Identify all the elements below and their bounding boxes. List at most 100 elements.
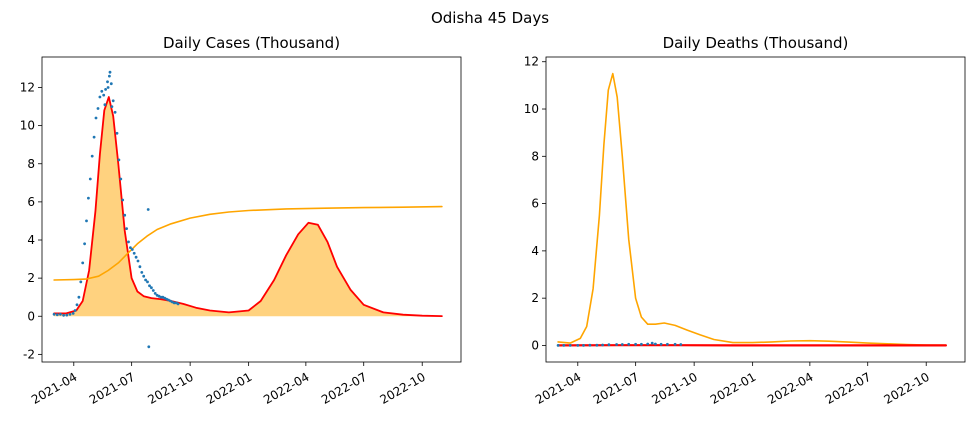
cases-observed-point <box>111 99 115 103</box>
deaths-observed-point <box>666 342 669 346</box>
deaths-cumulative-line <box>557 72 947 346</box>
cases-observed-point <box>102 93 106 97</box>
cases-observed-point <box>151 289 155 292</box>
cases-observed-point <box>65 313 69 317</box>
cases-observed-point <box>176 302 180 306</box>
x-tick-label: 2022-07 <box>823 370 873 407</box>
cases-observed-point <box>132 251 136 255</box>
x-tick-label: 2021-07 <box>591 370 641 407</box>
cases-observed-point <box>94 116 98 120</box>
y-tick-label: 6 <box>27 195 35 209</box>
cases-observed-point <box>104 88 107 91</box>
deaths-observed-point <box>679 343 683 346</box>
y-tick-label: 12 <box>20 81 35 95</box>
cases-observed-point <box>148 284 151 288</box>
x-tick-label: 2021-04 <box>29 370 79 407</box>
plot-area <box>556 72 947 347</box>
y-tick-label: 4 <box>27 233 35 247</box>
y-tick-label: 2 <box>27 271 35 285</box>
y-tick-label: 8 <box>531 149 539 163</box>
deaths-observed-point <box>650 341 654 345</box>
deaths-observed-point <box>595 343 599 347</box>
cases-observed-point <box>81 261 85 265</box>
deaths-observed-point <box>607 343 611 347</box>
cases-observed-point <box>138 265 142 269</box>
y-tick-label: 0 <box>27 309 35 323</box>
axes-frame <box>545 56 966 363</box>
cases-observed-point <box>62 313 65 317</box>
cases-observed-point <box>55 313 59 317</box>
chart-title: Daily Cases (Thousand) <box>163 34 340 52</box>
cases-observed-point <box>85 219 88 223</box>
cases-observed-point <box>108 74 111 78</box>
cases-observed-point <box>108 70 112 74</box>
figure-suptitle: Odisha 45 Days <box>431 9 549 27</box>
x-tick-label: 2021-04 <box>533 370 583 407</box>
cases-observed-point <box>153 292 157 295</box>
deaths-observed-point <box>627 342 631 346</box>
cases-observed-point <box>106 80 109 84</box>
x-tick-label: 2022-04 <box>765 370 815 407</box>
cases-observed-point <box>121 198 125 202</box>
plot-area <box>52 70 443 349</box>
cases-observed-point <box>129 246 132 250</box>
cases-cumulative-line <box>53 205 443 281</box>
x-tick-label: 2021-07 <box>87 370 137 407</box>
y-tick-label: 8 <box>27 157 35 171</box>
y-tick-label: 10 <box>524 102 539 116</box>
y-tick-label: 12 <box>524 55 539 69</box>
deaths-observed-point <box>620 343 624 346</box>
cases-observed-point <box>87 196 90 200</box>
y-tick-label: 0 <box>531 338 539 352</box>
cases-observed-point <box>79 280 83 284</box>
cases-observed-point <box>68 312 72 316</box>
cases-observed-point <box>142 274 146 278</box>
cases-observed-point <box>96 107 100 110</box>
cases-observed-point <box>115 131 119 135</box>
y-tick-label: -2 <box>23 347 35 361</box>
daily-cases-chart: Daily Cases (Thousand) -2 0 2 4 6 8 10 12 2021-04… <box>20 34 462 407</box>
x-tick-label: 2022-10 <box>881 370 931 407</box>
cases-observed-point <box>136 259 140 263</box>
cases-observed-point <box>146 208 150 211</box>
deaths-observed-point <box>568 344 572 347</box>
cases-observed-point <box>103 103 107 107</box>
deaths-observed-point <box>601 343 604 347</box>
cases-observed-point <box>172 301 176 305</box>
deaths-observed-point <box>556 344 560 347</box>
x-tick-label: 2022-07 <box>319 370 369 407</box>
cases-observed-point <box>83 242 86 246</box>
deaths-observed-point <box>640 342 643 346</box>
cases-observed-point <box>144 278 148 282</box>
cases-observed-point <box>88 177 92 181</box>
y-tick-label: 10 <box>20 119 35 133</box>
x-tick-label: 2021-10 <box>145 370 195 407</box>
cases-observed-point <box>119 177 123 181</box>
cases-observed-point <box>130 248 134 251</box>
cases-model-fill-area <box>54 97 442 317</box>
cases-observed-point <box>140 271 144 274</box>
cases-observed-point <box>113 110 117 114</box>
cases-observed-point <box>92 135 96 139</box>
cases-observed-point <box>147 345 151 349</box>
cases-observed-point <box>100 89 104 93</box>
cases-observed-point <box>109 82 113 86</box>
deaths-observed-point <box>562 344 566 347</box>
deaths-observed-point <box>646 342 650 346</box>
x-tick-label: 2022-10 <box>377 370 427 407</box>
cases-observed-point <box>71 312 75 315</box>
cases-observed-point <box>125 227 128 231</box>
cases-observed-point <box>59 312 62 316</box>
deaths-observed-point <box>634 342 637 346</box>
deaths-observed-point <box>673 342 677 346</box>
deaths-observed-point <box>576 344 580 347</box>
cases-observed-point <box>52 312 56 316</box>
x-tick-label: 2022-01 <box>708 370 758 407</box>
cases-observed-point <box>77 295 81 299</box>
cases-observed-point <box>146 280 149 284</box>
x-tick-label: 2022-01 <box>204 370 254 407</box>
x-tick-label: 2021-10 <box>649 370 699 407</box>
cases-observed-point <box>117 158 121 162</box>
